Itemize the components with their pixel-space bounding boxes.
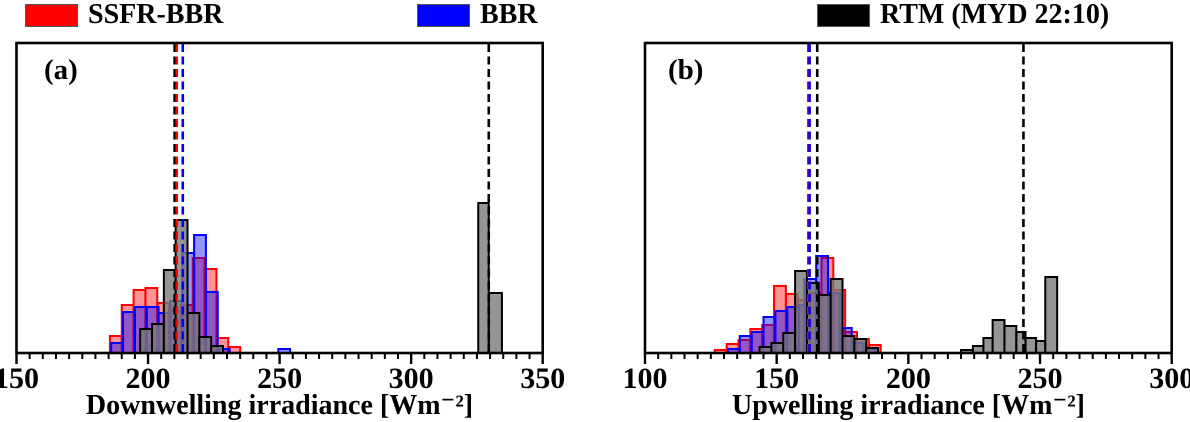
histogram-bar [110,342,125,354]
histogram-bar [1035,340,1047,354]
x-tick-label: 250 [257,362,302,395]
x-tick-label: 150 [754,362,799,395]
x-tick-label: 200 [886,362,931,395]
histogram-bar [1044,276,1059,354]
panel-label-b: (b) [668,54,704,86]
histogram-bar [186,312,201,354]
histogram-bar [817,294,832,354]
x-tick-label: 300 [1149,362,1190,395]
plot-frame [15,41,545,355]
x-tick-label: 150 [0,362,39,395]
histogram-bar [738,335,753,354]
histogram-bar [805,282,820,354]
histogram-bar [982,337,994,354]
legend-swatch-rtm [817,3,870,27]
histogram-bar [829,278,844,354]
histogram-bar [794,270,808,354]
panel-label-a: (a) [44,54,78,86]
legend-label-rtm: RTM (MYD 22:10) [880,0,1110,30]
legend-label-ssfr-bbr: SSFR-BBR [88,0,224,30]
legend-label-bbr: BBR [480,0,538,30]
histogram-bar [122,311,136,354]
histogram-bar [782,332,797,354]
legend-item-rtm: RTM (MYD 22:10) [817,0,1110,30]
histogram-bar [139,328,153,354]
xaxis-title-downwelling: Downwelling irradiance [Wm⁻²] [85,390,474,421]
histogram-bar [198,336,213,354]
x-tick-label: 300 [389,362,434,395]
histogram-bar [991,319,1006,354]
legend-item-ssfr-bbr: SSFR-BBR [25,0,224,30]
histogram-bar [770,342,785,354]
xaxis-title-upwelling: Upwelling irradiance [Wm⁻²] [732,390,1085,421]
x-tick-label: 250 [1018,362,1063,395]
histogram-bar [487,292,503,354]
histogram-bar [841,335,856,354]
plot-frame [643,41,1174,355]
histogram-bar [853,338,868,354]
x-tick-label: 350 [520,362,565,395]
histogram-bar [477,202,490,354]
histogram-bar [150,323,165,354]
x-tick-label: 200 [126,362,171,395]
legend-swatch-ssfr-bbr [25,3,78,27]
histogram-bar [1003,325,1018,354]
histogram-bar [1024,337,1038,354]
legend-swatch-bbr [417,3,470,27]
legend-item-bbr: BBR [417,0,538,30]
x-tick-label: 100 [623,362,668,395]
